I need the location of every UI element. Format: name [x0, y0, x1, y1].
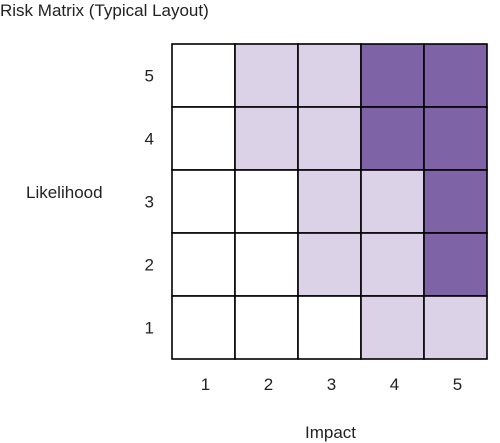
- matrix-cell-l3-i4: [360, 169, 425, 234]
- matrix-cell-l3-i5: [423, 169, 488, 234]
- matrix-cell-l4-i2: [234, 106, 299, 171]
- matrix-cell-l2-i2: [234, 232, 299, 297]
- matrix-cell-l2-i1: [171, 232, 236, 297]
- row-label: 3: [145, 193, 154, 212]
- matrix-cell-l1-i4: [360, 295, 425, 360]
- matrix-cell-l3-i1: [171, 169, 236, 234]
- column-labels: 1 2 3 4 5: [201, 375, 462, 394]
- matrix-cell-l2-i3: [297, 232, 362, 297]
- matrix-cell-l4-i4: [360, 106, 425, 171]
- matrix-cell-l3-i2: [234, 169, 299, 234]
- y-axis-label: Likelihood: [26, 183, 103, 202]
- matrix-cell-l5-i5: [423, 43, 488, 108]
- x-axis-label: Impact: [305, 423, 357, 442]
- matrix-cell-l4-i5: [423, 106, 488, 171]
- matrix-cell-l5-i4: [360, 43, 425, 108]
- matrix-cell-l2-i5: [423, 232, 488, 297]
- column-label: 2: [264, 375, 273, 394]
- row-labels: 5 4 3 2 1: [145, 67, 154, 338]
- matrix-cell-l3-i3: [297, 169, 362, 234]
- column-label: 4: [390, 375, 399, 394]
- matrix-cells: [171, 43, 488, 360]
- matrix-cell-l1-i2: [234, 295, 299, 360]
- row-label: 5: [145, 67, 154, 86]
- matrix-cell-l2-i4: [360, 232, 425, 297]
- matrix-cell-l4-i3: [297, 106, 362, 171]
- matrix-cell-l1-i1: [171, 295, 236, 360]
- column-label: 1: [201, 375, 210, 394]
- matrix-title: Risk Matrix (Typical Layout): [0, 1, 209, 20]
- matrix-cell-l4-i1: [171, 106, 236, 171]
- matrix-cell-l5-i1: [171, 43, 236, 108]
- column-label: 5: [453, 375, 462, 394]
- row-label: 2: [145, 256, 154, 275]
- row-label: 1: [145, 319, 154, 338]
- matrix-cell-l1-i3: [297, 295, 362, 360]
- matrix-cell-l1-i5: [423, 295, 488, 360]
- row-label: 4: [145, 130, 154, 149]
- column-label: 3: [327, 375, 336, 394]
- matrix-cell-l5-i3: [297, 43, 362, 108]
- matrix-cell-l5-i2: [234, 43, 299, 108]
